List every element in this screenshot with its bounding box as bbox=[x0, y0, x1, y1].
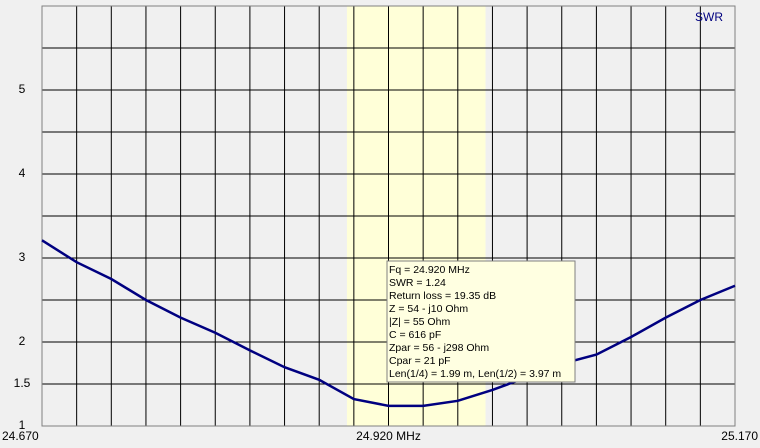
info-line: Cpar = 21 pF bbox=[389, 355, 451, 367]
info-line: Len(1/4) = 1.99 m, Len(1/2) = 3.97 m bbox=[389, 368, 561, 380]
info-line: Z = 54 - j10 Ohm bbox=[389, 303, 468, 315]
y-tick-label: 4 bbox=[19, 166, 26, 180]
info-line: Return loss = 19.35 dB bbox=[389, 290, 496, 302]
legend-label: SWR bbox=[695, 10, 723, 24]
x-tick-label: 24.920 MHz bbox=[356, 429, 421, 443]
x-tick-label: 25.170 bbox=[721, 429, 758, 443]
y-tick-label: 2 bbox=[19, 334, 26, 348]
plot-border bbox=[41, 5, 736, 427]
info-line: Fq = 24.920 MHz bbox=[389, 264, 470, 276]
info-line: SWR = 1.24 bbox=[389, 277, 446, 289]
y-tick-label: 1 bbox=[19, 418, 26, 432]
x-tick-label: 24.670 bbox=[2, 429, 39, 443]
swr-line bbox=[41, 239, 736, 408]
info-line: |Z| = 55 Ohm bbox=[389, 316, 450, 328]
info-line: Zpar = 56 - j298 Ohm bbox=[389, 342, 489, 354]
y-tick-label: 5 bbox=[19, 82, 26, 96]
info-line: C = 616 pF bbox=[389, 329, 441, 341]
y-tick-label: 1.5 bbox=[14, 376, 31, 390]
y-tick-label: 3 bbox=[19, 250, 26, 264]
info-box bbox=[386, 260, 576, 383]
